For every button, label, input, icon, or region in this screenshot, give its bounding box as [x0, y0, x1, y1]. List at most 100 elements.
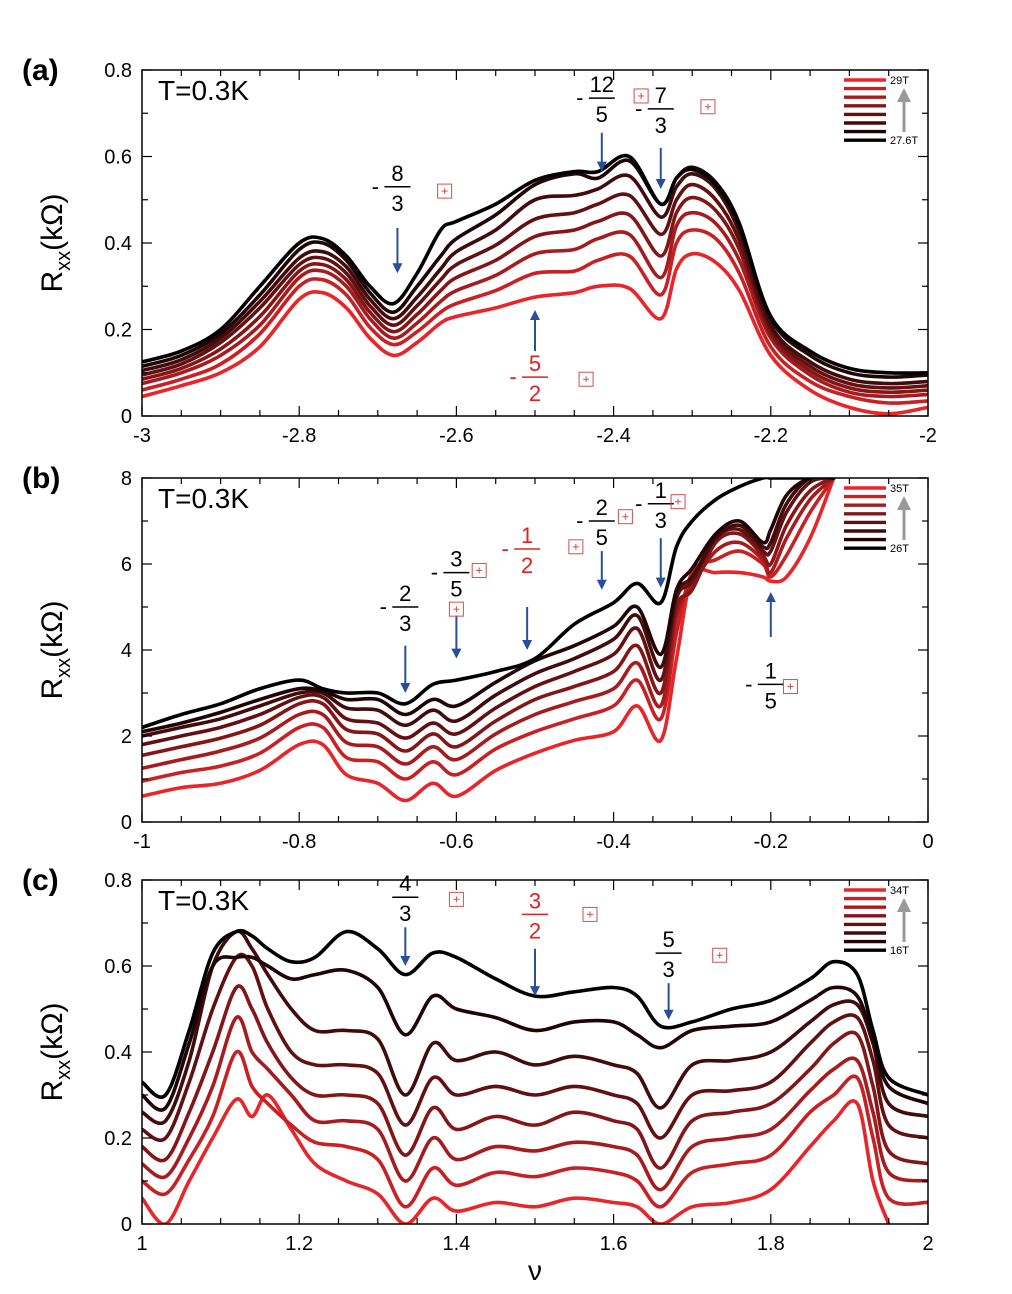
x-tick-label: 1.4	[442, 1233, 470, 1255]
fraction-annotation: 32	[522, 888, 598, 997]
fraction-numerator: 5	[662, 927, 674, 952]
x-tick-label: -2.4	[596, 425, 630, 447]
series-line	[142, 182, 928, 390]
boxed-plus-marker	[712, 947, 728, 963]
y-tick-label: 0	[121, 1214, 132, 1236]
boxed-plus-marker	[700, 99, 716, 115]
panel-label: (c)	[22, 864, 59, 897]
legend-top-label: 34T	[890, 885, 909, 897]
fraction-denominator: 5	[596, 525, 608, 550]
series-line	[142, 478, 836, 758]
panel-label: (a)	[22, 54, 59, 87]
series-line	[142, 1049, 928, 1209]
fraction-denominator: 3	[391, 191, 403, 216]
legend-arrow-head	[897, 898, 911, 912]
marker-box	[617, 509, 633, 525]
series-line	[142, 478, 836, 783]
fraction-sign: -	[431, 560, 438, 585]
x-tick-label: -2	[919, 425, 937, 447]
boxed-plus-marker	[782, 679, 798, 695]
boxed-plus-marker	[670, 494, 686, 510]
y-axis-label-unit: (kΩ)	[36, 1002, 69, 1059]
annotation-arrow-head	[663, 1009, 674, 1020]
marker-box	[582, 906, 598, 922]
series-group	[142, 478, 836, 803]
fraction-denominator: 3	[399, 901, 411, 926]
boxed-plus-marker	[617, 509, 633, 525]
marker-box	[437, 183, 453, 199]
series-line	[142, 1093, 891, 1224]
series-line	[142, 210, 928, 399]
boxed-plus-marker	[568, 539, 584, 555]
y-tick-label: 0.6	[104, 956, 132, 978]
y-tick-label: 0.8	[104, 870, 132, 892]
x-tick-label: 1.6	[600, 1233, 628, 1255]
legend-bottom-label: 16T	[890, 945, 909, 957]
series-line	[142, 478, 836, 747]
fraction-numerator: 8	[391, 161, 403, 186]
y-tick-label: 0.2	[104, 1128, 132, 1150]
series-line	[142, 478, 836, 803]
series-line	[142, 153, 928, 375]
annotation-arrow-head	[392, 263, 403, 274]
fraction-denominator: 5	[596, 102, 608, 127]
temperature-label: T=0.3K	[158, 75, 249, 106]
boxed-plus-marker	[633, 88, 649, 104]
y-tick-label: 0.2	[104, 320, 132, 342]
annotation-arrow-head	[655, 577, 666, 588]
marker-box	[782, 679, 798, 695]
fraction-annotation: 125-	[576, 72, 649, 172]
x-tick-label: -2.6	[439, 425, 473, 447]
x-tick-label: -0.8	[282, 831, 316, 853]
marker-box	[670, 494, 686, 510]
series-line	[142, 228, 928, 405]
series-line	[142, 478, 836, 734]
x-tick-label: 2	[922, 1233, 933, 1255]
annotation-arrow-head	[530, 986, 540, 997]
series-line	[142, 929, 928, 1126]
marker-box	[471, 562, 487, 578]
fraction-denominator: 5	[450, 577, 462, 602]
y-axis-label: Rxx(kΩ)	[36, 1002, 75, 1101]
x-tick-label: -3	[133, 425, 151, 447]
annotation-arrow-head	[530, 310, 540, 321]
fraction-annotation: 53	[655, 927, 728, 1020]
annotation-arrow-head	[400, 683, 411, 693]
fraction-annotation: 2 3-	[380, 581, 419, 693]
annotation-arrow-head	[655, 178, 666, 189]
series-line	[142, 172, 928, 386]
y-axis-label-sub: xx	[53, 1060, 75, 1080]
y-tick-label: 6	[121, 554, 132, 576]
fraction-annotation: 5 2-	[509, 310, 594, 406]
marker-box	[700, 99, 716, 115]
fraction-denominator: 3	[399, 611, 411, 636]
x-tick-label: -0.6	[439, 831, 473, 853]
x-tick-label: -2.8	[282, 425, 316, 447]
x-tick-label: 1.8	[757, 1233, 785, 1255]
y-tick-label: 8	[121, 468, 132, 490]
fraction-annotation: 2 5-	[576, 495, 633, 590]
fraction-numerator: 2	[596, 495, 608, 520]
fraction-sign: -	[635, 491, 642, 516]
legend-bottom-label: 27.6T	[890, 135, 918, 147]
fraction-denominator: 5	[765, 688, 777, 713]
fraction-sign: -	[635, 96, 642, 121]
y-axis-label-unit: (kΩ)	[36, 193, 69, 250]
fraction-sign: -	[372, 174, 379, 199]
panel-label: (b)	[22, 462, 60, 495]
temperature-label: T=0.3K	[158, 885, 249, 916]
legend-arrow-head	[897, 496, 911, 510]
y-axis-label-main: R	[36, 271, 69, 293]
fraction-annotation: 1 3-	[635, 478, 686, 588]
legend: 29T 27.6T	[844, 75, 918, 147]
x-tick-label: 0	[922, 831, 933, 853]
fraction-annotation: 8 3-	[372, 161, 453, 274]
panel-b: (b)-1 -0.8 -0.6 -0.4 -0.2 002468Rxx(kΩ)T=0.3K…	[22, 462, 934, 853]
x-tick-label: -2.2	[754, 425, 788, 447]
fraction-numerator: 3	[450, 547, 462, 572]
annotation-arrow-head	[522, 640, 533, 650]
y-axis-label-unit: (kΩ)	[36, 600, 69, 657]
fraction-denominator: 2	[521, 553, 533, 578]
y-tick-label: 0.4	[104, 233, 132, 255]
series-group	[142, 928, 928, 1224]
